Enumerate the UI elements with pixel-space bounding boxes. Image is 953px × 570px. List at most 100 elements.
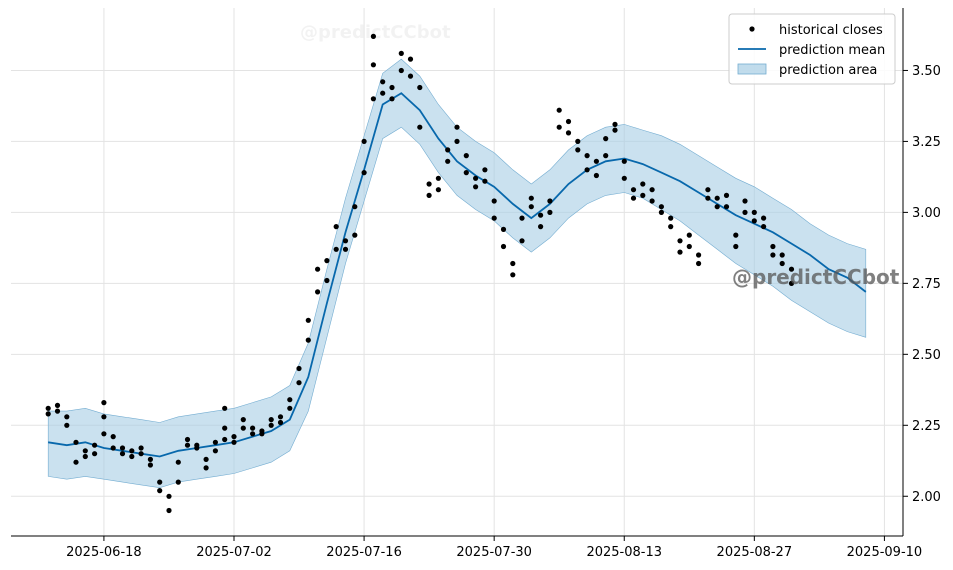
historical-close-point <box>101 431 107 437</box>
historical-close-point <box>45 411 51 417</box>
prediction-mean <box>48 92 867 458</box>
historical-close-point <box>742 209 748 215</box>
historical-close-point <box>714 195 720 201</box>
historical-close-point <box>761 224 767 230</box>
historical-close-point <box>389 84 395 91</box>
historical-close-point <box>315 289 321 295</box>
historical-close-point <box>184 442 191 448</box>
historical-close-point <box>92 451 98 457</box>
historical-close-point <box>454 124 460 130</box>
historical-close-point <box>73 459 79 465</box>
historical-close-point <box>398 67 404 74</box>
historical-close-point <box>733 232 739 238</box>
historical-close-point <box>686 232 692 238</box>
historical-close-point <box>333 246 339 252</box>
historical-close-point <box>565 118 572 125</box>
historical-close-point <box>129 453 135 460</box>
legend-label-historical-closes: historical closes <box>779 23 883 38</box>
x-tick-label: 2025-09-10 <box>847 545 923 560</box>
watermark-top: @predictCCbot <box>300 22 451 43</box>
historical-close-point <box>101 400 107 406</box>
historical-close-point <box>147 462 153 468</box>
historical-close-point <box>593 172 600 179</box>
historical-close-point <box>110 434 116 440</box>
historical-close-point <box>640 181 646 187</box>
prediction-area-band <box>47 58 867 489</box>
x-tick-label: 2025-08-27 <box>717 545 793 560</box>
historical-close-point <box>268 422 274 428</box>
historical-close-point <box>556 124 562 130</box>
historical-close-point <box>761 215 767 221</box>
historical-close-point <box>463 170 469 176</box>
historical-close-point <box>649 198 655 204</box>
historical-close-point <box>296 380 302 386</box>
historical-close-point <box>593 158 600 164</box>
historical-close-point <box>519 215 525 221</box>
historical-close-point <box>500 226 507 232</box>
historical-close-point <box>287 405 293 411</box>
historical-close-point <box>203 456 209 462</box>
historical-close-point <box>352 232 358 238</box>
historical-close-point <box>157 488 163 494</box>
historical-close-point <box>129 448 135 454</box>
historical-close-point <box>324 277 330 284</box>
historical-close-point <box>482 167 488 173</box>
historical-close-point <box>82 453 88 460</box>
historical-close-point <box>352 204 358 210</box>
y-tick-label: 3.50 <box>912 64 941 79</box>
historical-close-point <box>101 414 107 420</box>
historical-close-point <box>64 414 70 420</box>
historical-close-point <box>426 181 432 187</box>
historical-close-point <box>770 252 776 258</box>
x-tick-label: 2025-08-13 <box>586 545 662 560</box>
historical-close-point <box>157 479 163 485</box>
historical-close-point <box>630 187 637 193</box>
historical-close-point <box>519 238 525 244</box>
historical-close-point <box>556 107 562 113</box>
historical-close-point <box>658 204 665 210</box>
historical-close-point <box>788 280 795 286</box>
historical-close-point <box>584 167 590 173</box>
historical-close-point <box>166 507 172 514</box>
historical-close-point <box>621 158 627 164</box>
historical-close-point <box>463 153 469 159</box>
historical-close-point <box>222 405 228 411</box>
historical-close-point <box>82 448 88 454</box>
historical-close-point <box>138 451 144 457</box>
historical-close-point <box>222 425 228 431</box>
legend-marker-prediction-area <box>737 63 767 75</box>
historical-close-point <box>389 96 395 102</box>
historical-close-point <box>482 178 488 184</box>
y-axis-ticks: 2.00 2.25 2.50 2.75 3.00 3.25 3.50 <box>903 64 941 505</box>
legend-label-prediction-area: prediction area <box>779 63 877 78</box>
historical-close-point <box>231 439 237 445</box>
historical-close-point <box>370 33 376 40</box>
prediction-mean-line <box>48 92 867 458</box>
watermark-right: @predictCCbot <box>732 265 900 289</box>
historical-close-point <box>547 198 553 204</box>
historical-close-point <box>212 448 218 454</box>
historical-close-point <box>54 402 61 408</box>
historical-close-point <box>305 317 311 323</box>
historical-close-point <box>668 215 674 221</box>
historical-close-point <box>435 187 441 193</box>
historical-close-point <box>184 436 191 443</box>
historical-close-point <box>240 417 246 423</box>
historical-close-point <box>640 192 646 198</box>
historical-close-point <box>565 130 572 136</box>
historical-close-point <box>779 252 785 258</box>
historical-close-point <box>733 243 739 250</box>
historical-close-point <box>491 215 497 221</box>
historical-close-point <box>547 209 553 215</box>
historical-close-point <box>612 121 618 127</box>
historical-close-point <box>528 195 534 201</box>
x-tick-label: 2025-07-02 <box>196 545 272 560</box>
historical-close-point <box>417 124 423 130</box>
historical-close-point <box>500 243 507 250</box>
historical-close-point <box>612 127 618 133</box>
historical-close-point <box>584 153 590 159</box>
historical-close-point <box>491 198 497 204</box>
historical-close-point <box>268 417 274 423</box>
historical-close-point <box>54 408 61 414</box>
historical-close-point <box>287 397 293 403</box>
